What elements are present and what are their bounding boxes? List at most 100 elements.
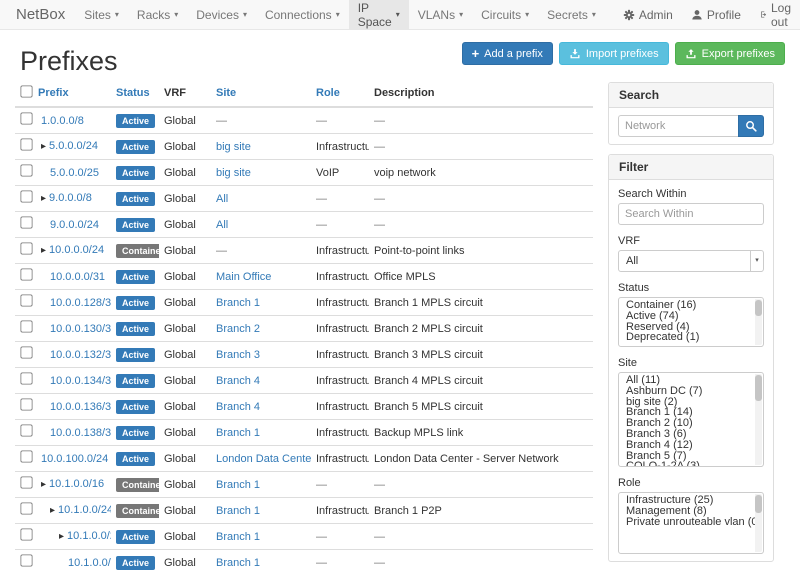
expand-caret-icon[interactable]: ▸ [41,479,46,490]
row-checkbox[interactable] [20,216,32,228]
scrollbar[interactable] [755,374,762,465]
site-cell: big site [211,160,311,186]
row-checkbox[interactable] [20,528,32,540]
profile-link[interactable]: Profile [691,8,741,22]
nav-item[interactable]: Devices ▾ [187,0,256,29]
prefix-link[interactable]: 5.0.0.0/24 [49,140,98,152]
prefix-link[interactable]: 9.0.0.0/24 [50,219,99,231]
nav-item[interactable]: Racks ▾ [128,0,187,29]
site-cell: — [211,238,311,264]
prefix-link[interactable]: 10.1.0.0/26 [68,557,111,569]
expand-caret-icon[interactable]: ▸ [41,193,46,204]
row-checkbox[interactable] [20,450,32,462]
prefix-link[interactable]: 10.0.0.0/24 [49,244,104,256]
prefix-link[interactable]: 5.0.0.0/25 [50,167,99,179]
site-link[interactable]: big site [216,141,251,153]
add-prefix-button[interactable]: + Add a prefix [462,42,553,65]
site-link[interactable]: — [216,245,227,257]
prefix-link[interactable]: 10.0.0.132/31 [50,349,111,361]
prefix-link[interactable]: 10.0.0.130/31 [50,323,111,335]
column-header[interactable]: Prefix [33,82,111,107]
select-all-checkbox[interactable] [20,85,32,97]
site-option[interactable]: Ashburn DC (7) [619,386,763,397]
prefix-link[interactable]: 1.0.0.0/8 [41,115,84,127]
expand-caret-icon[interactable]: ▸ [41,245,46,256]
site-link[interactable]: Branch 1 [216,557,260,569]
site-link[interactable]: Branch 2 [216,323,260,335]
prefix-link[interactable]: 10.0.0.138/31 [50,427,111,439]
site-link[interactable]: big site [216,167,251,179]
expand-caret-icon[interactable]: ▸ [59,531,64,542]
row-checkbox[interactable] [20,242,32,254]
site-link[interactable]: Branch 1 [216,297,260,309]
site-option[interactable]: COLO-1-2A (3) [619,461,763,467]
prefix-link[interactable]: 10.0.0.128/31 [50,297,111,309]
prefix-link[interactable]: 10.1.0.0/25 [67,530,111,542]
prefix-link[interactable]: 10.0.0.0/31 [50,271,105,283]
row-checkbox[interactable] [20,372,32,384]
row-checkbox[interactable] [20,320,32,332]
scrollbar[interactable] [755,299,762,345]
vrf-select[interactable]: All ▾ [618,250,764,272]
role-option[interactable]: Private unrouteable vlan (0) [619,517,763,528]
row-checkbox[interactable] [20,294,32,306]
site-link[interactable]: Branch 4 [216,401,260,413]
status-option[interactable]: Deprecated (1) [619,332,763,343]
column-header[interactable]: Role [311,82,369,107]
role-cell: Infrastructure [311,290,369,316]
site-link[interactable]: Branch 1 [216,479,260,491]
status-option[interactable]: Active (74) [619,311,763,322]
row-checkbox[interactable] [20,268,32,280]
site-link[interactable]: Branch 3 [216,349,260,361]
export-prefixes-button[interactable]: Export prefixes [675,42,785,65]
site-link[interactable]: London Data Center [216,453,311,465]
row-checkbox[interactable] [20,112,32,124]
site-link[interactable]: All [216,193,228,205]
nav-item[interactable]: Connections ▾ [256,0,349,29]
role-cell: — [311,186,369,212]
prefix-link[interactable]: 9.0.0.0/8 [49,192,92,204]
prefix-link[interactable]: 10.1.0.0/24 [58,504,111,516]
row-checkbox[interactable] [20,398,32,410]
row-checkbox[interactable] [20,164,32,176]
column-header[interactable]: Site [211,82,311,107]
site-cell: All [211,186,311,212]
nav-item[interactable]: VLANs ▾ [409,0,472,29]
nav-item-label: Connections [265,8,332,22]
site-link[interactable]: Branch 1 [216,531,260,543]
site-option[interactable]: Branch 4 (12) [619,440,763,451]
prefix-link[interactable]: 10.1.0.0/16 [49,478,104,490]
row-checkbox[interactable] [20,554,32,566]
column-header[interactable]: VRF [159,82,211,107]
site-link[interactable]: Branch 1 [216,427,260,439]
row-checkbox[interactable] [20,346,32,358]
search-within-input[interactable] [618,203,764,225]
nav-item[interactable]: Circuits ▾ [472,0,538,29]
import-prefixes-button[interactable]: Import prefixes [559,42,669,65]
site-link[interactable]: — [216,115,227,127]
nav-item[interactable]: Secrets ▾ [538,0,605,29]
row-checkbox[interactable] [20,502,32,514]
nav-item[interactable]: Sites ▾ [75,0,128,29]
search-button[interactable] [738,115,764,137]
column-header[interactable]: Status [111,82,159,107]
nav-item[interactable]: IP Space ▾ [349,0,409,29]
admin-link[interactable]: Admin [623,8,673,22]
column-header[interactable]: Description [369,82,593,107]
brand-logo[interactable]: NetBox [0,0,75,29]
site-link[interactable]: Main Office [216,271,271,283]
expand-caret-icon[interactable]: ▸ [41,141,46,152]
scrollbar[interactable] [755,494,762,552]
row-checkbox[interactable] [20,138,32,150]
row-checkbox[interactable] [20,190,32,202]
role-option[interactable]: Management (8) [619,506,763,517]
prefix-link[interactable]: 10.0.100.0/24 [41,453,108,465]
row-checkbox[interactable] [20,424,32,436]
prefix-link[interactable]: 10.0.0.134/31 [50,375,111,387]
logout-link[interactable]: Log out [759,1,796,29]
site-link[interactable]: All [216,219,228,231]
prefix-link[interactable]: 10.0.0.136/31 [50,401,111,413]
row-checkbox[interactable] [20,476,32,488]
site-link[interactable]: Branch 4 [216,375,260,387]
search-input[interactable] [618,115,738,137]
